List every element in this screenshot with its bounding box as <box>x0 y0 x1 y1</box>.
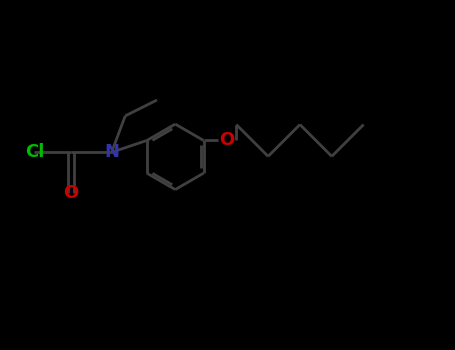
Text: O: O <box>219 132 234 149</box>
Text: N: N <box>104 143 119 161</box>
Text: Cl: Cl <box>25 143 44 161</box>
Text: O: O <box>63 184 78 202</box>
